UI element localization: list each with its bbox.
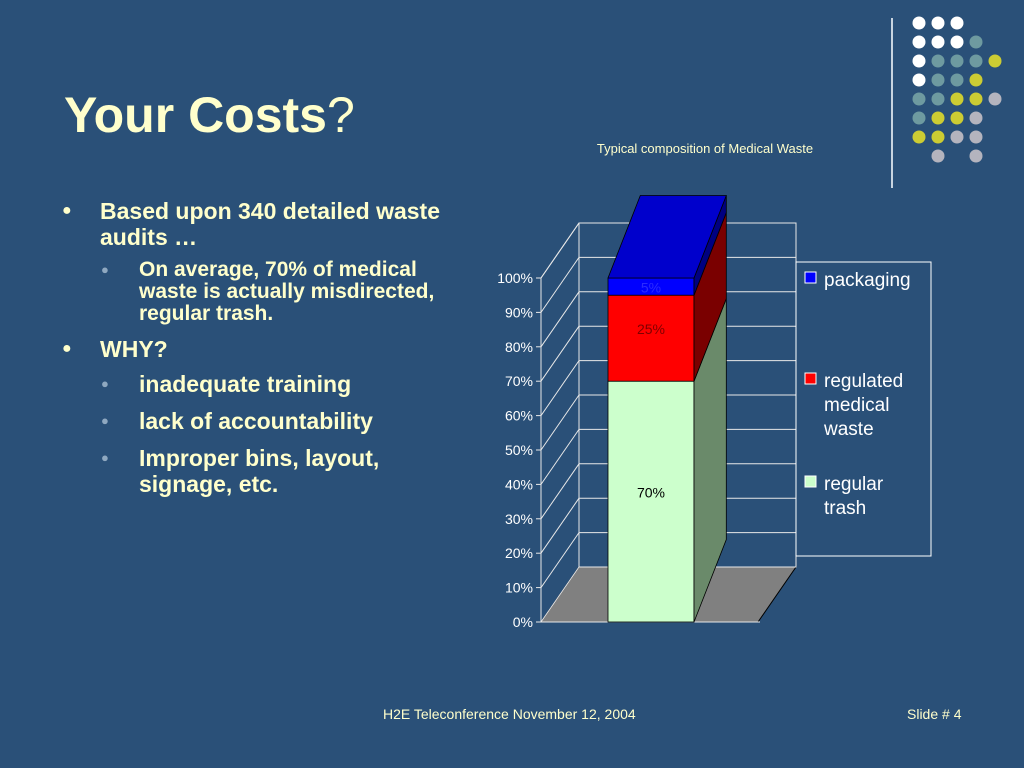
footer-conference: H2E Teleconference November 12, 2004 xyxy=(383,706,636,722)
bullet-audits: ● Based upon 340 detailed waste audits … xyxy=(60,198,460,250)
legend-label: medical xyxy=(824,395,889,416)
legend-label: regulated xyxy=(824,371,903,392)
gridline-side xyxy=(540,222,580,279)
bullet-list: ● Based upon 340 detailed waste audits …… xyxy=(60,198,460,508)
sub-bullet-average-text: On average, 70% of medical waste is actu… xyxy=(139,258,435,325)
slide-title-text: Your Costs xyxy=(64,87,327,143)
y-tick-label: 80% xyxy=(505,339,533,355)
bullet-audits-text: Based upon 340 detailed waste audits … xyxy=(100,198,441,250)
sub-bullet-training-text: inadequate training xyxy=(139,371,352,397)
footer-slide-number: Slide # 4 xyxy=(907,706,962,722)
bullet-why: ● WHY? xyxy=(60,336,460,362)
y-tick-label: 30% xyxy=(505,511,533,527)
gridline-side xyxy=(540,429,580,485)
bar-segment-front xyxy=(607,294,695,382)
y-tick-label: 40% xyxy=(505,476,533,492)
legend-label: regular xyxy=(824,474,884,495)
sub-bullet-training: ● inadequate training xyxy=(60,371,460,397)
sub-bullet-bins: ● Improper bins, layout, signage, etc. xyxy=(60,445,460,497)
bullet-why-text: WHY? xyxy=(100,336,168,362)
gridline-side xyxy=(540,360,580,416)
legend-swatch xyxy=(804,475,817,488)
gridline-side xyxy=(540,566,580,623)
sub-bullet-dot-icon: ● xyxy=(101,376,109,391)
y-tick-label: 90% xyxy=(505,304,533,320)
stacked-bar-chart: 0% 10% 20% 30% 40% 50% 60% 70% 80% 90% 100% 70% 25% 5… xyxy=(497,195,932,630)
y-tick-label: 100% xyxy=(497,270,533,286)
bullet-dot-icon: ● xyxy=(62,340,72,357)
gridline-side xyxy=(540,325,580,382)
y-tick-label: 60% xyxy=(505,408,533,424)
legend-label: waste xyxy=(823,419,874,440)
bullet-dot-icon: ● xyxy=(62,202,72,219)
gridline-side xyxy=(540,497,580,554)
gridline-side xyxy=(540,291,580,348)
sub-bullet-accountability-text: lack of accountability xyxy=(139,408,373,434)
sub-bullet-dot-icon: ● xyxy=(101,413,109,428)
gridline-side xyxy=(540,257,580,313)
bar-data-label: 70% xyxy=(637,485,665,501)
legend-swatch xyxy=(804,372,817,385)
legend-label: trash xyxy=(824,498,866,519)
legend-swatch xyxy=(804,271,817,284)
slide-title: Your Costs? xyxy=(64,88,355,143)
gridline-side xyxy=(540,532,580,588)
sub-bullet-dot-icon: ● xyxy=(101,262,109,277)
chart-title: Typical composition of Medical Waste xyxy=(596,141,814,156)
y-tick-label: 20% xyxy=(505,545,533,561)
sub-bullet-accountability: ● lack of accountability xyxy=(60,408,460,434)
bar-segment-top xyxy=(607,195,727,279)
gridline-side xyxy=(540,463,580,520)
decorative-divider xyxy=(891,18,893,188)
y-tick-label: 10% xyxy=(505,580,533,596)
sub-bullet-bins-text: Improper bins, layout, signage, etc. xyxy=(139,445,380,497)
gridline-side xyxy=(540,394,580,451)
slide-title-suffix: ? xyxy=(327,87,355,143)
bar-data-label: 5% xyxy=(641,280,661,296)
y-tick-label: 70% xyxy=(505,373,533,389)
y-tick-label: 0% xyxy=(513,614,533,630)
bar-data-label: 25% xyxy=(637,321,665,337)
sub-bullet-average: ● On average, 70% of medical waste is ac… xyxy=(60,259,460,325)
bar-segment-front xyxy=(607,380,695,623)
legend-box xyxy=(795,261,932,557)
legend-label: packaging xyxy=(824,270,911,291)
y-tick-label: 50% xyxy=(505,442,533,458)
sub-bullet-dot-icon: ● xyxy=(101,450,109,465)
